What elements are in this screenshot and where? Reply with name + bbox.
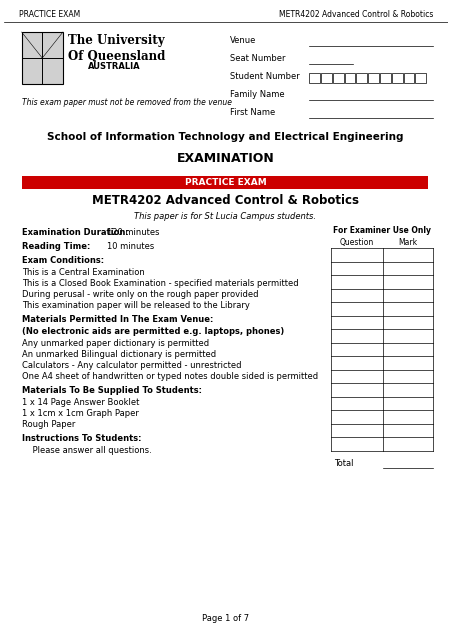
Text: 1 x 14 Page Answer Booklet: 1 x 14 Page Answer Booklet xyxy=(22,398,139,407)
Text: The University
Of Queensland: The University Of Queensland xyxy=(68,34,165,63)
Text: Seat Number: Seat Number xyxy=(230,54,286,63)
Text: PRACTICE EXAM: PRACTICE EXAM xyxy=(184,177,266,186)
Text: Any unmarked paper dictionary is permitted: Any unmarked paper dictionary is permitt… xyxy=(22,339,209,348)
Text: Question: Question xyxy=(340,238,374,247)
Bar xyxy=(404,73,414,83)
Bar xyxy=(22,32,63,84)
Text: Total: Total xyxy=(334,458,353,467)
Text: Exam Conditions:: Exam Conditions: xyxy=(22,256,104,265)
Bar xyxy=(345,73,355,83)
Text: AUSTRALIA: AUSTRALIA xyxy=(87,62,140,71)
Text: During perusal - write only on the rough paper provided: During perusal - write only on the rough… xyxy=(22,290,258,299)
Bar xyxy=(380,73,391,83)
Text: EXAMINATION: EXAMINATION xyxy=(176,152,274,165)
Text: This is a Closed Book Examination - specified materials permitted: This is a Closed Book Examination - spec… xyxy=(22,279,298,288)
Text: For Examiner Use Only: For Examiner Use Only xyxy=(333,226,431,235)
Text: Reading Time:: Reading Time: xyxy=(22,242,90,251)
Bar xyxy=(321,73,332,83)
Bar xyxy=(392,73,403,83)
Text: METR4202 Advanced Control & Robotics: METR4202 Advanced Control & Robotics xyxy=(92,194,359,207)
Text: First Name: First Name xyxy=(230,108,276,117)
Bar xyxy=(333,73,344,83)
Text: METR4202 Advanced Control & Robotics: METR4202 Advanced Control & Robotics xyxy=(279,10,433,19)
Text: PRACTICE EXAM: PRACTICE EXAM xyxy=(18,10,80,19)
Text: 10 minutes: 10 minutes xyxy=(107,242,155,251)
Text: 120 minutes: 120 minutes xyxy=(107,228,160,237)
Text: 1 x 1cm x 1cm Graph Paper: 1 x 1cm x 1cm Graph Paper xyxy=(22,409,138,418)
Text: Examination Duration:: Examination Duration: xyxy=(22,228,129,237)
Text: Please answer all questions.: Please answer all questions. xyxy=(22,446,152,455)
Text: This paper is for St Lucia Campus students.: This paper is for St Lucia Campus studen… xyxy=(134,212,317,221)
Text: Rough Paper: Rough Paper xyxy=(22,420,75,429)
Text: This exam paper must not be removed from the venue: This exam paper must not be removed from… xyxy=(22,98,232,107)
Bar xyxy=(22,176,428,189)
Text: This is a Central Examination: This is a Central Examination xyxy=(22,268,144,277)
Text: Student Number: Student Number xyxy=(230,72,300,81)
Bar xyxy=(356,73,367,83)
Text: Page 1 of 7: Page 1 of 7 xyxy=(202,614,249,623)
Text: One A4 sheet of handwritten or typed notes double sided is permitted: One A4 sheet of handwritten or typed not… xyxy=(22,372,318,381)
Text: Calculators - Any calculator permitted - unrestricted: Calculators - Any calculator permitted -… xyxy=(22,361,241,370)
Text: Materials To Be Supplied To Students:: Materials To Be Supplied To Students: xyxy=(22,386,202,395)
Text: Instructions To Students:: Instructions To Students: xyxy=(22,434,141,443)
Bar xyxy=(309,73,320,83)
Text: Family Name: Family Name xyxy=(230,90,285,99)
Text: An unmarked Bilingual dictionary is permitted: An unmarked Bilingual dictionary is perm… xyxy=(22,350,216,359)
Text: (No electronic aids are permitted e.g. laptops, phones): (No electronic aids are permitted e.g. l… xyxy=(22,327,284,336)
Bar xyxy=(415,73,426,83)
Bar xyxy=(368,73,379,83)
Text: School of Information Technology and Electrical Engineering: School of Information Technology and Ele… xyxy=(47,132,404,142)
Text: Materials Permitted In The Exam Venue:: Materials Permitted In The Exam Venue: xyxy=(22,315,213,324)
Text: Venue: Venue xyxy=(230,36,257,45)
Text: Mark: Mark xyxy=(399,238,418,247)
Text: This examination paper will be released to the Library: This examination paper will be released … xyxy=(22,301,249,310)
